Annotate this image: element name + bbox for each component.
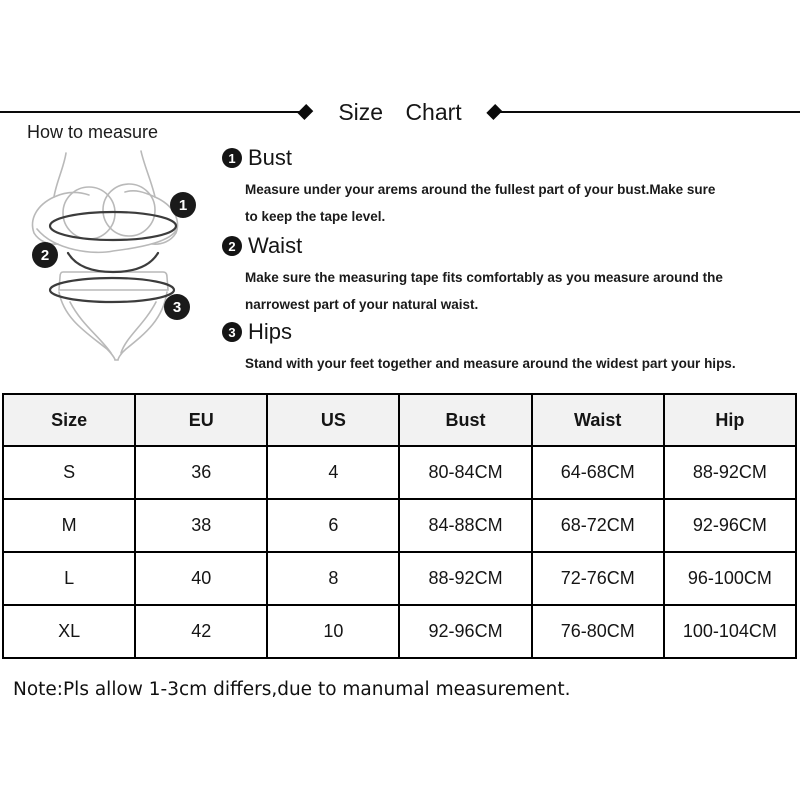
text-line: Measure under your arems around the full… xyxy=(245,182,716,197)
table-cell: 38 xyxy=(134,498,269,553)
section-bust-text: Measure under your arems around the full… xyxy=(245,177,797,230)
table-cell: 42 xyxy=(134,604,269,659)
section-bust-heading: 1 Bust xyxy=(222,145,797,171)
section-bust: 1 Bust Measure under your arems around t… xyxy=(222,145,797,230)
table-cell: 40 xyxy=(134,551,269,606)
text-line: Make sure the measuring tape fits comfor… xyxy=(245,270,723,285)
diamond-icon xyxy=(486,104,503,120)
table-cell: 88-92CM xyxy=(398,551,533,606)
size-table: Size EU US Bust Waist Hip S 36 4 80-84CM… xyxy=(1,393,798,659)
table-cell: S xyxy=(1,445,137,500)
table-cell: 88-92CM xyxy=(662,445,798,500)
table-cell: 100-104CM xyxy=(662,604,798,659)
col-header-bust: Bust xyxy=(398,393,533,447)
page-title: Size Chart xyxy=(338,98,462,125)
marker-3-label: 3 xyxy=(173,299,181,316)
section-waist: 2 Waist Make sure the measuring tape fit… xyxy=(222,233,797,318)
table-header-row: Size EU US Bust Waist Hip xyxy=(1,393,798,447)
bikini-sketch xyxy=(31,150,179,361)
table-cell: M xyxy=(1,498,137,553)
bikini-measurement-illustration: 1 2 3 xyxy=(31,150,196,361)
number-1-badge: 1 xyxy=(222,148,242,168)
table-row-l: L 40 8 88-92CM 72-76CM 96-100CM xyxy=(1,551,798,606)
number-2-badge: 2 xyxy=(222,236,242,256)
section-waist-text: Make sure the measuring tape fits comfor… xyxy=(245,265,797,318)
table-row-xl: XL 42 10 92-96CM 76-80CM 100-104CM xyxy=(1,604,798,659)
diamond-icon xyxy=(297,104,314,120)
table-cell: L xyxy=(1,551,137,606)
table-cell: 64-68CM xyxy=(530,445,665,500)
col-header-size: Size xyxy=(1,393,137,447)
col-header-waist: Waist xyxy=(530,393,665,447)
section-hips-heading: 3 Hips xyxy=(222,319,797,345)
section-hips-title: Hips xyxy=(248,319,293,344)
table-row-s: S 36 4 80-84CM 64-68CM 88-92CM xyxy=(1,445,798,500)
page-header: Size Chart xyxy=(297,96,503,128)
marker-1-circle xyxy=(170,192,196,218)
section-waist-title: Waist xyxy=(248,233,303,258)
section-waist-heading: 2 Waist xyxy=(222,233,797,259)
col-header-hip: Hip xyxy=(662,393,798,447)
table-row-m: M 38 6 84-88CM 68-72CM 92-96CM xyxy=(1,498,798,553)
col-header-eu: EU xyxy=(134,393,269,447)
marker-3-circle xyxy=(164,294,190,320)
table-cell: 68-72CM xyxy=(530,498,665,553)
text-line: Stand with your feet together and measur… xyxy=(245,356,736,371)
table-cell: 84-88CM xyxy=(398,498,533,553)
text-line: to keep the tape level. xyxy=(245,208,386,224)
marker-1-label: 1 xyxy=(179,197,187,214)
table-cell: 6 xyxy=(266,498,401,553)
section-hips-text: Stand with your feet together and measur… xyxy=(245,351,797,378)
measurement-note: Note:Pls allow 1-3cm differs,due to manu… xyxy=(13,679,571,700)
table-cell: 4 xyxy=(266,445,401,500)
table-cell: XL xyxy=(1,604,137,659)
marker-2-label: 2 xyxy=(41,247,49,264)
marker-2-circle xyxy=(32,242,58,268)
number-3-badge: 3 xyxy=(222,322,242,342)
diagram-markers: 1 2 3 xyxy=(32,192,196,320)
table-cell: 76-80CM xyxy=(530,604,665,659)
how-to-measure-title: How to measure xyxy=(27,122,159,142)
table-cell: 72-76CM xyxy=(530,551,665,606)
table-cell: 92-96CM xyxy=(662,498,798,553)
text-line: narrowest part of your natural waist. xyxy=(245,296,479,312)
section-bust-title: Bust xyxy=(248,145,293,170)
table-cell: 96-100CM xyxy=(662,551,798,606)
table-cell: 92-96CM xyxy=(398,604,533,659)
table-cell: 8 xyxy=(266,551,401,606)
table-cell: 80-84CM xyxy=(398,445,533,500)
table-cell: 36 xyxy=(134,445,269,500)
col-header-us: US xyxy=(266,393,401,447)
section-hips: 3 Hips Stand with your feet together and… xyxy=(222,319,797,378)
table-cell: 10 xyxy=(266,604,401,659)
measuring-tape-lines xyxy=(48,210,178,304)
